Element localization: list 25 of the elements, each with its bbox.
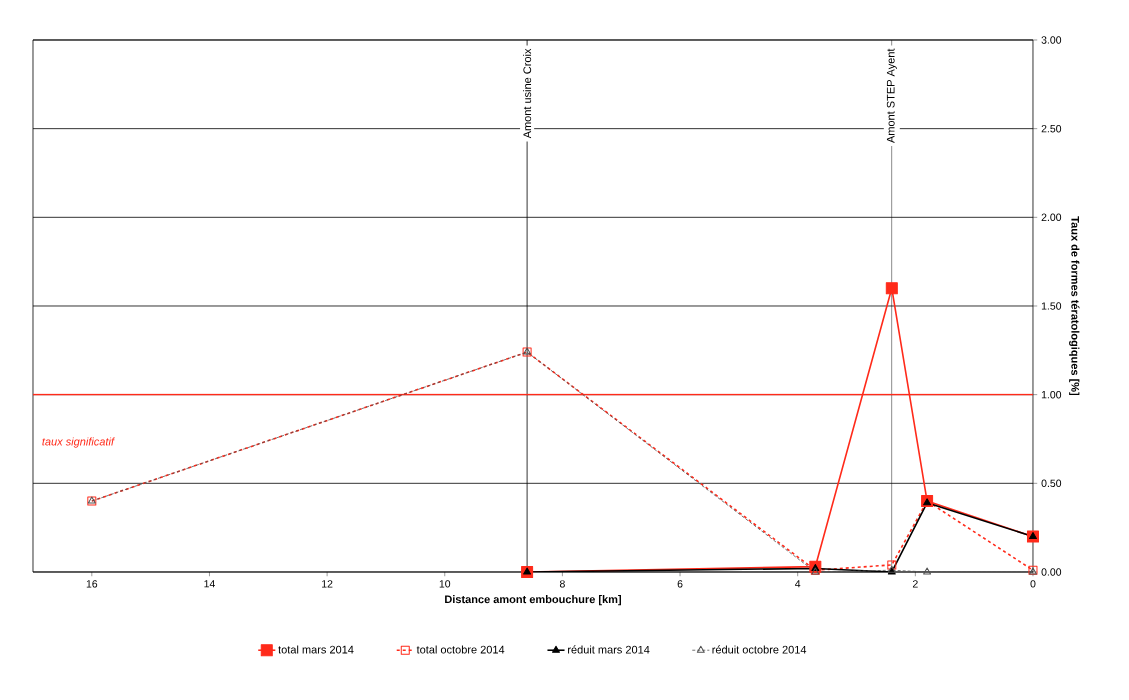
x-tick-label: 0 — [1030, 580, 1036, 588]
y-tick-label: 3.00 — [1041, 36, 1062, 44]
legend-label: réduit mars 2014 — [568, 645, 650, 654]
legend-label: total octobre 2014 — [416, 645, 505, 654]
ref-line-label: Amont STEP Ayent — [886, 48, 897, 144]
x-axis-title: Distance amont embouchure [km] — [445, 595, 621, 606]
legend-label: total mars 2014 — [278, 645, 354, 654]
x-tick-label: 6 — [677, 580, 683, 588]
y-axis-title: Taux de formes tératologiques [%] — [1069, 216, 1080, 396]
x-tick-label: 8 — [559, 580, 565, 588]
legend-label: réduit octobre 2014 — [712, 645, 807, 654]
x-tick-label: 4 — [795, 580, 801, 588]
x-tick-label: 16 — [86, 580, 98, 588]
y-tick-label: 0.50 — [1041, 479, 1062, 488]
x-tick-label: 2 — [912, 580, 918, 588]
x-tick-label: 10 — [439, 580, 451, 588]
x-tick-label: 12 — [322, 580, 333, 588]
ref-line-label: taux significatif — [42, 437, 115, 448]
y-tick-label: 2.00 — [1041, 213, 1062, 222]
y-tick-label: 2.50 — [1041, 124, 1062, 133]
y-tick-label: 1.00 — [1041, 390, 1062, 399]
y-tick-label: 0.00 — [1041, 568, 1062, 576]
y-tick-label: 1.50 — [1041, 302, 1062, 310]
ref-line-label: Amont usine Croix — [523, 48, 532, 139]
x-tick-label: 14 — [204, 580, 215, 588]
